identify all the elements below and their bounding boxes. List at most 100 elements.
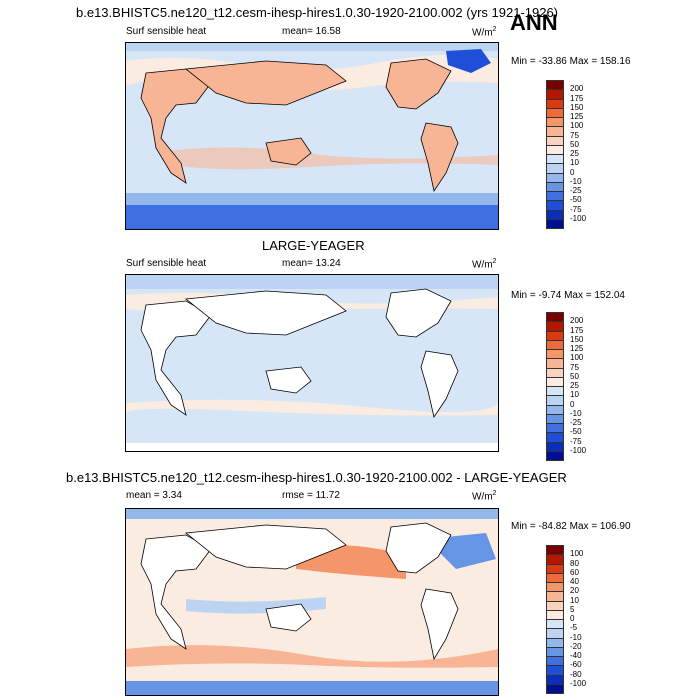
colorbar-cell [546, 218, 564, 229]
colorbar-tick-label: -75 [570, 436, 582, 446]
colorbar-tick-label: 100 [570, 549, 584, 559]
panel-1-variable: Surf sensible heat [126, 26, 207, 37]
season-label: ANN [510, 10, 558, 35]
colorbar-tick-label: 25 [570, 149, 579, 158]
colorbar-tick-label: 50 [570, 139, 579, 149]
panel-3-units: W/m2 [472, 490, 497, 503]
colorbar-tick-label: 100 [570, 121, 584, 131]
colorbar-tick-label: 0 [570, 399, 575, 409]
panel-2-map [125, 274, 499, 452]
colorbar-tick-label: -75 [570, 204, 582, 214]
eurasia-outline [184, 524, 347, 570]
antarctic-band [126, 203, 498, 229]
colorbar-tick-label: -60 [570, 660, 582, 670]
continents [140, 522, 459, 661]
colorbar-tick-label: -80 [570, 669, 582, 679]
panel-1-map-svg [126, 43, 498, 229]
panel-1-colorbar: 200 175 150 125 100 75 50 25 10 0 -10 -25 -50 -75 -100 [546, 80, 587, 229]
colorbar-tick-label: 150 [570, 334, 584, 344]
antarctic-band [126, 443, 498, 451]
australia-outline [265, 603, 312, 632]
colorbar-tick-label: 5 [570, 604, 575, 614]
eurasia-outline [184, 60, 347, 106]
colorbar-tick-label: -20 [570, 641, 582, 651]
colorbar-tick-label: 100 [570, 353, 584, 363]
southern-midlat-band [126, 399, 498, 416]
colorbar-tick-label: 125 [570, 344, 584, 353]
colorbar-tick-label: -5 [570, 623, 578, 633]
colorbar-tick-label: 175 [570, 93, 584, 103]
colorbar-tick-label: -100 [570, 445, 587, 455]
southern-ocean-anomaly [126, 645, 498, 668]
colorbar-tick-label: 125 [570, 112, 584, 121]
south-america-outline [420, 350, 459, 418]
colorbar-tick-label: 10 [570, 595, 579, 605]
colorbar-tick-label: 50 [570, 371, 579, 381]
colorbar-tick-label: 75 [570, 130, 579, 140]
colorbar-tick-label: 200 [570, 84, 584, 94]
colorbar-cell [546, 450, 564, 461]
colorbar-tick-label: 175 [570, 325, 584, 335]
south-america-outline [420, 122, 459, 193]
southern-subtrop-band [166, 147, 498, 170]
colorbar-tick-label: 150 [570, 102, 584, 112]
colorbar-tick-label: -10 [570, 408, 582, 418]
continents [140, 288, 459, 418]
africa-outline [140, 534, 212, 650]
continents [140, 58, 459, 193]
greenland-patch [446, 49, 491, 73]
panel-2-minmax: Min = -9.74 Max = 152.04 [511, 290, 625, 301]
colorbar-tick-label: -10 [570, 176, 582, 186]
australia-outline [265, 137, 312, 166]
panel-1-units: W/m2 [472, 26, 497, 39]
panel-3-mean: mean = 3.34 [126, 490, 182, 501]
colorbar-tick-label: 80 [570, 558, 579, 568]
eurasia-outline [184, 290, 347, 336]
colorbar-tick-label: 200 [570, 316, 584, 326]
arctic-band [126, 43, 498, 51]
panel-3-rmse: rmse = 11.72 [282, 490, 340, 501]
panel-2-heading: LARGE-YEAGER [262, 238, 365, 253]
colorbar-tick-label: -100 [570, 678, 587, 688]
panel-3-map-svg [126, 509, 498, 695]
antarctic-band [126, 681, 498, 695]
colorbar-tick-label: 40 [570, 577, 579, 586]
panel-2-mean: mean= 13.24 [282, 258, 341, 269]
colorbar-tick-label: -25 [570, 418, 582, 427]
colorbar-tick-label: 75 [570, 362, 579, 372]
colorbar-tick-label: -10 [570, 632, 582, 642]
panel-3-colorbar: 100 80 60 40 20 10 5 0 -5 -10 -20 -40 -60 -80 -100 [546, 545, 587, 694]
north-america-outline [385, 522, 452, 574]
australia-outline [265, 366, 312, 394]
panel-1-minmax: Min = -33.86 Max = 158.16 [511, 56, 631, 67]
colorbar-cell [546, 683, 564, 694]
colorbar-tick-label: -100 [570, 213, 587, 223]
colorbar-tick-label: 10 [570, 390, 579, 400]
panel-1-mean: mean= 16.58 [282, 26, 341, 37]
north-america-outline [385, 58, 452, 110]
arctic-band [126, 275, 498, 289]
panel-3-minmax: Min = -84.82 Max = 106.90 [511, 521, 631, 532]
panel-3-map [125, 508, 499, 696]
colorbar-tick-label: -40 [570, 651, 582, 660]
colorbar-tick-label: -25 [570, 186, 582, 195]
arctic-band [126, 509, 498, 519]
colorbar-tick-label: -50 [570, 427, 582, 437]
colorbar-tick-label: 60 [570, 567, 579, 577]
colorbar-tick-label: 0 [570, 614, 575, 623]
colorbar-tick-label: 0 [570, 167, 575, 177]
panel-2-units: W/m2 [472, 258, 497, 271]
colorbar-tick-label: -50 [570, 195, 582, 205]
colorbar-tick-label: 10 [570, 158, 579, 168]
colorbar-tick-label: 20 [570, 586, 579, 596]
run-title: b.e13.BHISTC5.ne120_t12.cesm-ihesp-hires… [76, 5, 559, 20]
panel-2-map-svg [126, 275, 498, 451]
panel-3-heading: b.e13.BHISTC5.ne120_t12.cesm-ihesp-hires… [66, 470, 567, 485]
panel-2-colorbar: 200 175 150 125 100 75 50 25 10 0 -10 -25 -50 -75 -100 [546, 312, 587, 461]
africa-outline [140, 300, 212, 416]
panel-2-variable: Surf sensible heat [126, 258, 207, 269]
southern-ocean-band [126, 193, 498, 205]
north-america-outline [385, 288, 452, 338]
panel-1-map [125, 42, 499, 230]
colorbar-tick-label: 25 [570, 381, 579, 390]
